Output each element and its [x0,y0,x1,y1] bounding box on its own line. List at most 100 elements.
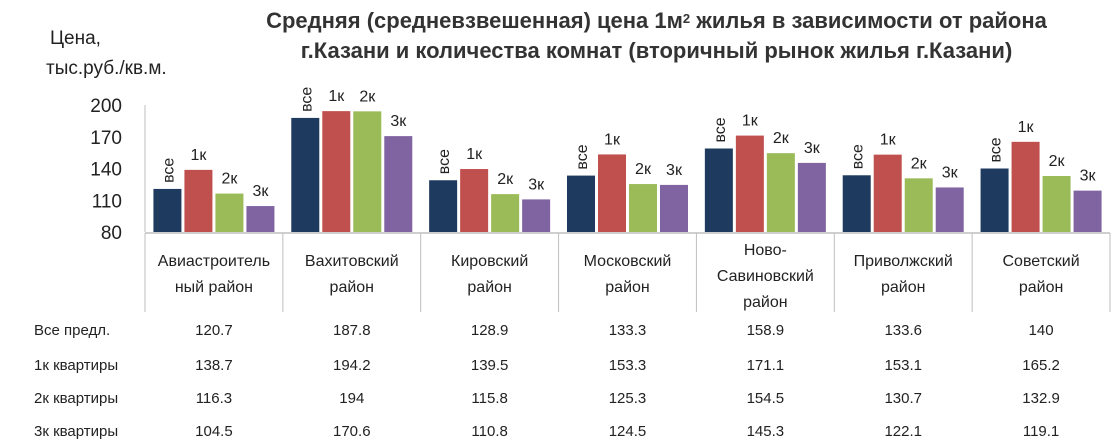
table-row-label-1: Все предл. [34,322,110,339]
bar-label-2-2: 1к [328,88,345,105]
bar-label-1-4: 3к [252,183,269,200]
table-cell-1-6: 133.6 [884,322,922,339]
table-cell-4-7: 119.1 [1023,423,1059,440]
category-label-3-1: Кировский [451,253,528,270]
table-cell-4-3: 110.8 [471,423,507,440]
title-line1: Средняя (средневзвешенная) цена 1м2 жиль… [266,8,1047,33]
bar-label-6-1: все [850,144,867,169]
bar-label-1-3: 2к [221,171,238,188]
table-cell-1-7: 140 [1029,322,1054,339]
bar-label-7-2: 1к [1018,119,1035,136]
category-label-6-2: район [881,279,925,296]
y-axis-label-line2: тыс.руб./кв.м. [46,58,167,79]
y-tick-label-200: 200 [90,96,122,117]
bar-label-4-4: 3к [666,162,683,179]
bar-6-3 [904,178,933,232]
bar-label-4-1: все [574,144,591,169]
bar-6-4 [935,187,964,232]
bar-label-5-3: 2к [773,130,790,147]
bar-4-1 [567,175,595,232]
bar-label-1-2: 1к [190,147,207,164]
table-cell-2-2: 194.2 [333,357,371,374]
bar-label-7-4: 3к [1080,168,1097,185]
table-cell-1-3: 128.9 [471,322,509,339]
table-cell-1-1: 120.7 [195,322,233,339]
table-cell-3-4: 125.3 [609,390,647,407]
bar-label-5-2: 1к [742,113,759,130]
table-cell-4-1: 104.5 [195,423,233,440]
table-cell-2-7: 165.2 [1022,357,1060,374]
bar-1-3 [215,193,244,232]
bar-label-7-3: 2к [1049,153,1066,170]
table-cell-1-2: 187.8 [333,322,371,339]
bar-label-6-4: 3к [942,164,959,181]
bar-7-3 [1042,176,1071,232]
table-cell-2-3: 139.5 [471,357,509,374]
bar-4-3 [629,184,657,232]
category-label-1-2: ный район [175,279,253,296]
bar-label-4-2: 1к [604,131,621,148]
table-cell-1-5: 158.9 [747,322,785,339]
bar-3-1 [429,180,458,232]
y-axis-label: Цена, тыс.руб./кв.м. [46,24,167,84]
bar-label-6-2: 1к [880,132,897,149]
table-cell-2-5: 171.1 [747,357,785,374]
category-label-6-1: Приволжский [854,253,953,270]
bar-2-2 [322,111,351,232]
bar-label-7-1: все [988,137,1005,162]
y-tick-label-110: 110 [92,191,122,212]
table-cell-4-5: 145.3 [747,423,785,440]
bar-5-2 [735,135,764,232]
title-line2: г.Казани и количества комнат (вторичный … [300,38,1013,63]
bar-4-4 [660,184,688,232]
bar-label-2-3: 2к [359,88,376,105]
chart-title: Средняя (средневзвешенная) цена 1м2 жиль… [200,6,1113,66]
bar-5-3 [766,153,795,232]
table-cell-4-6: 122.1 [884,423,922,440]
bar-label-1-1: все [160,158,177,183]
bar-1-2 [184,169,213,232]
bar-label-3-4: 3к [528,176,545,193]
table-row-label-2: 1к квартиры [34,357,118,374]
bar-5-1 [704,148,733,232]
table-cell-2-6: 153.1 [884,357,922,374]
category-label-3-2: район [467,279,511,296]
bar-label-4-3: 2к [635,161,652,178]
table-cell-3-6: 130.7 [884,390,922,407]
category-label-1-1: Авиастроитель [158,253,270,270]
table-cell-1-4: 133.3 [609,322,647,339]
y-tick-label-140: 140 [90,160,122,181]
bar-label-2-4: 3к [390,113,407,130]
table-row-label-3: 2к квартиры [34,390,118,407]
table-cell-2-1: 138.7 [195,357,233,374]
bar-7-1 [980,168,1009,232]
bar-7-4 [1073,190,1102,232]
category-label-5-2: Савиновский [717,268,814,285]
table-cell-3-1: 116.3 [196,390,232,407]
table-cell-4-4: 124.5 [609,423,647,440]
category-label-5-1: Ново- [744,242,787,259]
bar-1-1 [153,188,182,232]
y-tick-label-170: 170 [90,128,122,149]
bar-2-3 [353,111,382,232]
bar-label-5-4: 3к [804,140,821,157]
category-label-4-2: район [605,279,649,296]
bar-label-3-2: 1к [466,146,483,163]
category-label-7-2: район [1019,279,1063,296]
category-label-2-2: район [330,279,374,296]
category-label-2-1: Вахитовский [305,253,399,270]
table-cell-4-2: 170.6 [333,423,371,440]
table-cell-3-2: 194 [339,390,364,407]
bar-label-2-1: все [298,87,315,112]
bar-3-4 [522,199,551,232]
bar-2-4 [384,136,413,232]
bar-6-1 [842,175,871,232]
bar-5-4 [797,162,826,232]
bar-7-2 [1011,141,1040,232]
table-row-label-4: 3к квартиры [34,423,118,440]
bar-label-6-3: 2к [911,155,928,172]
bar-label-3-1: все [436,149,453,174]
bar-3-3 [491,194,520,232]
y-tick-label-80: 80 [101,223,122,244]
